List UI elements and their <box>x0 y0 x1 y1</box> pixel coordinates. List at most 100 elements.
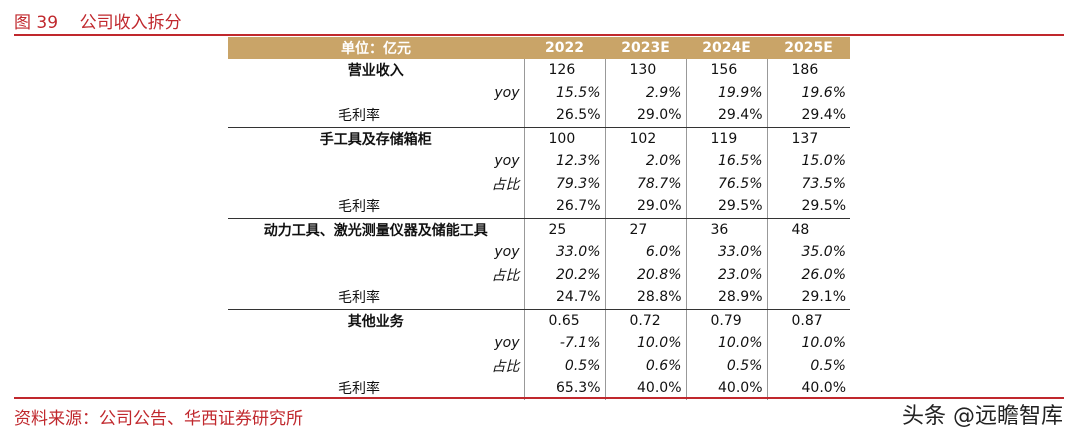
row-label: 占比 <box>491 358 520 375</box>
cell-value: 28.8% <box>604 286 686 310</box>
cell-value: 40.0% <box>604 377 686 400</box>
cell-value: 137 <box>766 127 850 150</box>
cell-value: 12.3% <box>523 150 605 173</box>
row-label: 其他业务 <box>347 313 404 330</box>
cell-value: 29.5% <box>766 195 850 219</box>
header-cell: 2022 <box>524 37 605 59</box>
cell-value: 33.0% <box>523 241 605 264</box>
cell-value: 76.5% <box>685 172 767 195</box>
cell-value: 29.4% <box>766 104 850 128</box>
row-label: 毛利率 <box>228 195 524 219</box>
cell-value: 10.0% <box>766 332 850 355</box>
cell-value: 29.1% <box>766 286 850 310</box>
cell-value: 28.9% <box>685 286 767 310</box>
table-row: 毛利率 24.7% 28.8% 28.9% 29.1% <box>228 286 850 310</box>
rule <box>14 397 1064 399</box>
cell-value: 0.5% <box>685 354 767 377</box>
cell-value: 6.0% <box>604 241 686 264</box>
cell-value: 126 <box>523 59 605 82</box>
cell-value: 2.0% <box>604 150 686 173</box>
row-label: 毛利率 <box>228 104 524 128</box>
cell-value: 73.5% <box>766 172 850 195</box>
header-cell: 2023E <box>605 37 686 59</box>
table-row: yoy 33.0% 6.0% 33.0% 35.0% <box>228 241 850 264</box>
row-label: 毛利率 <box>338 381 380 398</box>
row-label: yoy <box>494 244 520 261</box>
table-row: 其他业务 0.65 0.72 0.79 0.87 <box>228 309 850 332</box>
cell-value: 20.8% <box>604 263 686 286</box>
row-label: 手工具及存储箱柜 <box>319 131 432 148</box>
cell-value: 10.0% <box>685 332 767 355</box>
cell-value: 0.87 <box>766 309 850 332</box>
revenue-table: 单位：亿元 2022 2023E 2024E 2025E 营业收入 126 130 156 18… <box>228 37 850 400</box>
cell-value: 130 <box>604 59 686 82</box>
table-row: 占比 79.3% 78.7% 76.5% 73.5% <box>228 172 850 195</box>
cell-value: 65.3% <box>523 377 605 400</box>
cell-value: 0.5% <box>523 354 605 377</box>
cell-value: 79.3% <box>523 172 605 195</box>
header-cell: 单位：亿元 <box>228 37 524 59</box>
cell-value: 15.0% <box>766 150 850 173</box>
table-row: 手工具及存储箱柜 100 102 119 137 <box>228 127 850 150</box>
row-label: yoy <box>494 84 520 101</box>
cell-value: 0.79 <box>685 309 767 332</box>
cell-value: 10.0% <box>604 332 686 355</box>
cell-value: 100 <box>523 127 605 150</box>
row-label: 动力工具、激光测量仪器及储能工具 <box>263 222 488 239</box>
cell-value: 156 <box>685 59 767 82</box>
table-row: 占比 20.2% 20.8% 23.0% 26.0% <box>228 263 850 286</box>
cell-value: 0.72 <box>604 309 686 332</box>
cell-value: 19.6% <box>766 81 850 104</box>
cell-value: 27 <box>604 218 686 241</box>
header-row: 单位：亿元 2022 2023E 2024E 2025E <box>228 37 850 59</box>
cell-value: 20.2% <box>523 263 605 286</box>
cell-value: 2.9% <box>604 81 686 104</box>
cell-value: 48 <box>766 218 850 241</box>
table-row: 毛利率 65.3% 40.0% 40.0% 40.0% <box>228 377 850 400</box>
source-note: 资料来源：公司公告、华西证券研究所 <box>14 409 303 429</box>
cell-value: 0.5% <box>766 354 850 377</box>
cell-value: 33.0% <box>685 241 767 264</box>
cell-value: 23.0% <box>685 263 767 286</box>
table-row: 营业收入 126 130 156 186 <box>228 59 850 82</box>
cell-value: 102 <box>604 127 686 150</box>
watermark: 头条 @远瞻智库 <box>902 404 1063 429</box>
cell-value: 40.0% <box>766 377 850 400</box>
row-label: 毛利率 <box>228 286 524 310</box>
row-label: yoy <box>494 153 520 170</box>
cell-value: 0.65 <box>523 309 605 332</box>
cell-value: 26.5% <box>523 104 605 128</box>
table-row: 占比 0.5% 0.6% 0.5% 0.5% <box>228 354 850 377</box>
row-label: 占比 <box>491 267 520 284</box>
figure-title: 图 39 公司收入拆分 <box>14 13 182 33</box>
cell-value: 26.7% <box>523 195 605 219</box>
row-label: 营业收入 <box>347 63 404 80</box>
table-row: 毛利率 26.5% 29.0% 29.4% 29.4% <box>228 104 850 128</box>
table-row: yoy 15.5% 2.9% 19.9% 19.6% <box>228 81 850 104</box>
cell-value: 16.5% <box>685 150 767 173</box>
cell-value: 78.7% <box>604 172 686 195</box>
rule <box>14 34 1064 36</box>
cell-value: 40.0% <box>685 377 767 400</box>
cell-value: 15.5% <box>523 81 605 104</box>
cell-value: -7.1% <box>523 332 605 355</box>
cell-value: 29.4% <box>685 104 767 128</box>
cell-value: 24.7% <box>523 286 605 310</box>
row-label: 占比 <box>491 176 520 193</box>
header-cell: 2025E <box>767 37 850 59</box>
cell-value: 19.9% <box>685 81 767 104</box>
cell-value: 119 <box>685 127 767 150</box>
header-cell: 2024E <box>686 37 767 59</box>
table-row: yoy -7.1% 10.0% 10.0% 10.0% <box>228 332 850 355</box>
table-row: 动力工具、激光测量仪器及储能工具 25 27 36 48 <box>228 218 850 241</box>
table-row: 毛利率 26.7% 29.0% 29.5% 29.5% <box>228 195 850 219</box>
table-row: yoy 12.3% 2.0% 16.5% 15.0% <box>228 150 850 173</box>
cell-value: 35.0% <box>766 241 850 264</box>
cell-value: 0.6% <box>604 354 686 377</box>
cell-value: 26.0% <box>766 263 850 286</box>
cell-value: 29.5% <box>685 195 767 219</box>
cell-value: 25 <box>523 218 605 241</box>
cell-value: 186 <box>766 59 850 82</box>
cell-value: 29.0% <box>604 195 686 219</box>
row-label: yoy <box>494 335 520 352</box>
